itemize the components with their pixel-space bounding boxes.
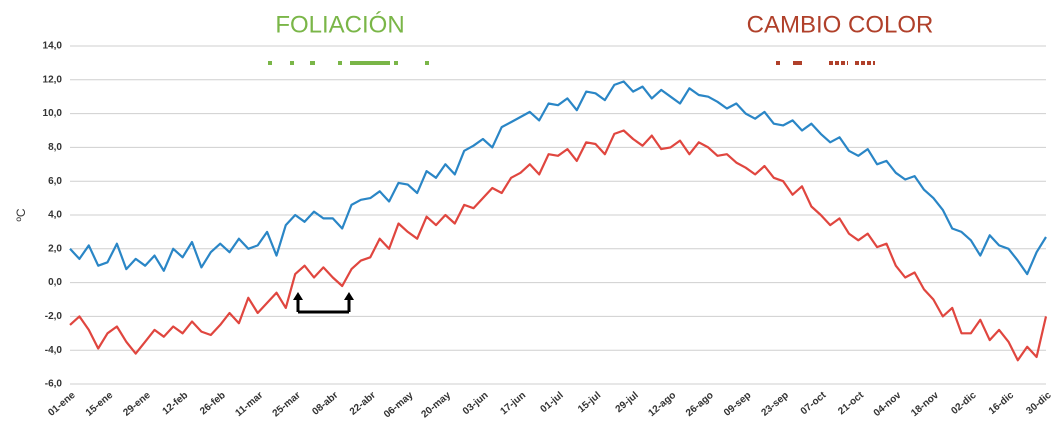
- y-tick-label: -6,0: [45, 379, 63, 390]
- x-tick-label: 01-jul: [539, 390, 566, 415]
- y-tick-label: 4,0: [48, 210, 62, 221]
- x-tick-label: 06-may: [382, 390, 416, 421]
- x-tick-label: 26-feb: [198, 390, 228, 417]
- x-tick-label: 29-jul: [614, 390, 641, 415]
- x-tick-label: 15-jul: [576, 390, 603, 415]
- x-tick-label: 17-jun: [498, 390, 528, 417]
- y-tick-label: 14,0: [43, 41, 63, 52]
- line-series: [69, 80, 1047, 276]
- y-axis-label: ºC: [14, 208, 28, 221]
- x-tick-label: 15-ene: [84, 390, 116, 419]
- x-tick-label: 20-may: [420, 390, 454, 421]
- y-tick-label: 12,0: [43, 74, 63, 85]
- annotation-foliacion: FOLIACIÓN: [275, 11, 404, 38]
- x-tick-label: 26-ago: [684, 390, 716, 419]
- x-tick-label: 22-abr: [348, 390, 378, 418]
- annotation-cambio-color: CAMBIO COLOR: [747, 11, 934, 38]
- y-tick-label: 10,0: [43, 108, 63, 119]
- x-tick-label: 09-sep: [722, 390, 753, 419]
- y-tick-label: 8,0: [48, 142, 62, 153]
- y-tick-label: 0,0: [48, 277, 62, 288]
- x-tick-label: 12-feb: [161, 390, 191, 417]
- x-tick-label: 21-oct: [836, 389, 866, 417]
- x-tick-label: 04-nov: [872, 390, 904, 419]
- x-tick-label: 03-jun: [461, 390, 491, 417]
- x-tick-label: 23-sep: [760, 390, 791, 419]
- y-tick-label: -4,0: [45, 345, 63, 356]
- x-tick-label: 16-dic: [987, 390, 1017, 417]
- x-tick-label: 02-dic: [949, 390, 979, 417]
- y-tick-label: 2,0: [48, 243, 62, 254]
- y-tick-label: 6,0: [48, 176, 62, 187]
- x-tick-label: 07-oct: [799, 389, 829, 417]
- x-tick-label: 08-abr: [310, 390, 340, 418]
- x-tick-label: 12-ago: [646, 390, 678, 419]
- x-tick-label: 11-mar: [234, 390, 266, 419]
- x-tick-label: 30-dic: [1024, 390, 1053, 417]
- bracket: [293, 292, 354, 314]
- x-tick-label: 18-nov: [909, 390, 941, 419]
- x-tick-label: 01-ene: [46, 390, 78, 419]
- x-tick-label: 25-mar: [271, 390, 303, 420]
- y-tick-label: -2,0: [45, 311, 63, 322]
- x-tick-label: 29-ene: [121, 390, 153, 419]
- line-series: [69, 129, 1048, 362]
